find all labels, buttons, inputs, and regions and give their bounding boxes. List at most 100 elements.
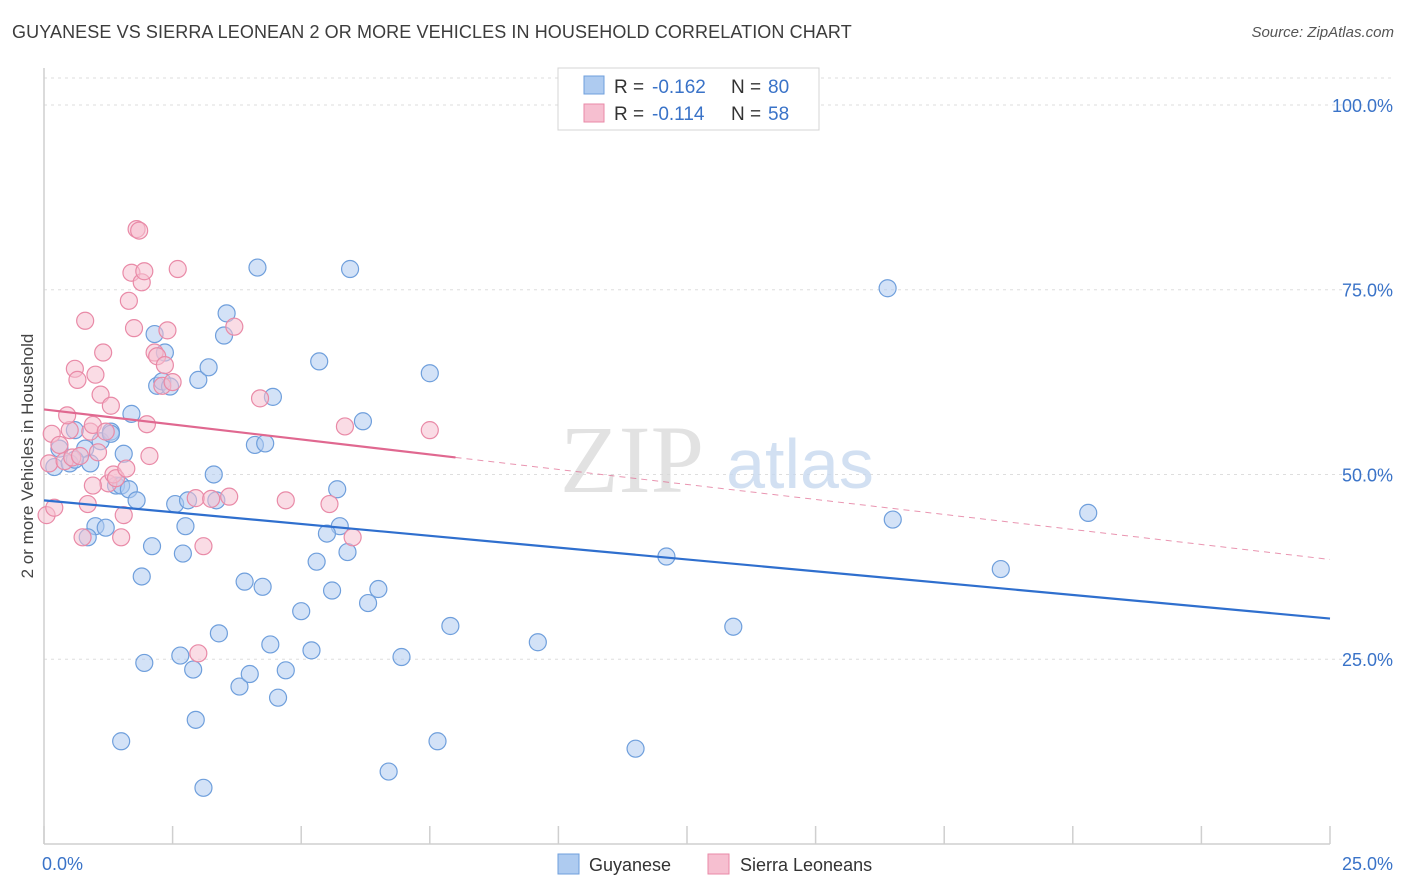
sierra-leonean-point <box>137 415 156 434</box>
sierra-leonean-point <box>135 262 154 281</box>
sierra-leonean-point <box>70 446 90 466</box>
sierra-leonean-point <box>88 443 108 462</box>
guyanese-point <box>307 552 326 571</box>
watermark-zip: ZIP <box>560 406 704 513</box>
guyanese-point <box>379 762 398 781</box>
sierra-leonean-point <box>186 489 205 508</box>
sierra-leonean-trend-line <box>43 408 456 459</box>
guyanese-point <box>528 633 547 652</box>
guyanese-point <box>883 510 902 529</box>
guyanese-point <box>991 559 1010 579</box>
y-tick-labels: 25.0% 50.0% 75.0% 100.0% <box>1332 96 1393 670</box>
stats-legend-n-value-sierra-leoneans: 58 <box>768 104 789 125</box>
sierra-leonean-point <box>420 421 439 440</box>
trend-layer <box>43 408 1331 620</box>
guyanese-point <box>253 577 272 596</box>
watermark: ZIP atlas <box>560 406 874 513</box>
stats-legend-n-label-guyanese: N = <box>731 77 761 98</box>
guyanese-point <box>340 259 360 279</box>
sierra-leonean-point <box>40 454 59 473</box>
sierra-leonean-point <box>140 446 159 466</box>
sierra-leonean-point <box>45 498 64 517</box>
series-legend-label-sierra-leoneans: Sierra Leoneans <box>740 855 872 875</box>
sierra-leonean-trend-line-extension <box>455 456 1331 560</box>
points-layer <box>37 220 1098 797</box>
series-legend: Guyanese Sierra Leoneans <box>557 853 872 875</box>
sierra-leonean-point <box>168 259 187 279</box>
guyanese-point <box>204 465 223 484</box>
y-tick-label: 25.0% <box>1342 650 1393 670</box>
series-legend-swatch-guyanese <box>557 853 580 875</box>
series-legend-swatch-sierra-leoneans <box>707 853 730 875</box>
guyanese-point <box>194 778 213 797</box>
sierra-leonean-point <box>155 355 174 375</box>
guyanese-point <box>173 544 192 563</box>
sierra-leonean-point <box>276 491 295 510</box>
stats-legend-n-label-sierra-leoneans: N = <box>731 104 761 125</box>
sierra-leonean-point <box>94 343 113 362</box>
guyanese-point <box>248 258 267 277</box>
guyanese-point <box>184 660 203 679</box>
guyanese-point <box>358 593 378 613</box>
guyanese-point <box>353 412 373 431</box>
sierra-leonean-point <box>163 372 182 392</box>
guyanese-point <box>328 480 347 499</box>
stats-legend-r-value-sierra-leoneans: -0.114 <box>652 104 705 125</box>
sierra-leonean-point <box>83 476 102 495</box>
sierra-leonean-point <box>189 644 208 663</box>
grid-layer <box>44 77 1393 660</box>
sierra-leonean-point <box>202 489 221 508</box>
sierra-leonean-point <box>86 365 105 384</box>
guyanese-point <box>1079 503 1098 523</box>
guyanese-point <box>209 624 228 643</box>
guyanese-point <box>240 664 259 684</box>
guyanese-point <box>302 641 321 660</box>
sierra-leonean-point <box>117 459 136 478</box>
sierra-leonean-point <box>91 385 110 404</box>
guyanese-point <box>171 646 190 665</box>
sierra-leonean-point <box>130 221 149 240</box>
sierra-leonean-point <box>50 435 69 455</box>
guyanese-point <box>261 635 280 654</box>
sierra-leonean-point <box>76 311 95 330</box>
guyanese-point <box>132 567 151 586</box>
y-tick-label: 75.0% <box>1342 281 1393 301</box>
guyanese-point <box>626 739 645 758</box>
y-axis-label: 2 or more Vehicles in Household <box>18 334 37 579</box>
sierra-leonean-point <box>96 422 115 441</box>
sierra-leonean-point <box>343 528 362 547</box>
stats-legend-swatch-guyanese <box>583 75 605 95</box>
guyanese-point <box>420 364 439 383</box>
sierra-leonean-point <box>320 494 339 514</box>
x-tick-label-max: 25.0% <box>1342 854 1393 874</box>
stats-legend-r-label-sierra-leoneans: R = <box>614 104 644 125</box>
watermark-atlas: atlas <box>726 425 874 503</box>
stats-legend-n-value-guyanese: 80 <box>768 77 789 98</box>
guyanese-point <box>276 661 295 680</box>
sierra-leonean-point <box>60 421 79 440</box>
guyanese-point <box>189 370 208 389</box>
guyanese-point <box>428 732 447 751</box>
guyanese-point <box>310 352 329 371</box>
guyanese-point <box>441 616 460 636</box>
sierra-leonean-point <box>112 528 131 547</box>
guyanese-point <box>176 517 195 536</box>
source-credit: Source: ZipAtlas.com <box>1251 24 1394 41</box>
sierra-leonean-point <box>119 291 138 310</box>
sierra-leonean-point <box>124 319 144 338</box>
stats-legend-r-label-guyanese: R = <box>614 77 644 98</box>
axis-layer <box>43 68 1331 845</box>
guyanese-point <box>235 572 254 591</box>
sierra-leonean-point <box>58 406 77 425</box>
sierra-leonean-point <box>225 317 244 336</box>
guyanese-point <box>392 647 411 667</box>
sierra-leonean-point <box>68 370 87 389</box>
sierra-leonean-point <box>335 417 355 436</box>
chart-title: GUYANESE VS SIERRA LEONEAN 2 OR MORE VEH… <box>12 22 852 42</box>
guyanese-point <box>322 581 342 600</box>
sierra-leonean-point <box>73 528 92 547</box>
sierra-leonean-point <box>250 389 270 408</box>
guyanese-point <box>317 524 337 543</box>
guyanese-point <box>292 602 311 621</box>
y-tick-label: 50.0% <box>1342 465 1393 485</box>
